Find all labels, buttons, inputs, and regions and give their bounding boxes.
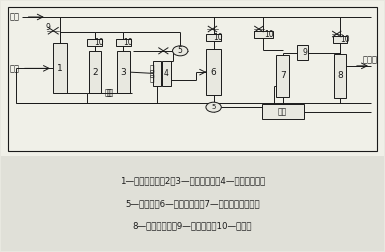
Text: 附: 附: [149, 74, 154, 83]
Bar: [87, 39, 102, 46]
Text: 9: 9: [45, 22, 50, 32]
Bar: [162, 61, 171, 86]
Text: 8: 8: [337, 71, 343, 80]
Circle shape: [172, 46, 188, 56]
Text: 水: 水: [107, 89, 111, 98]
Text: 4: 4: [164, 69, 169, 78]
Text: 1—氧化反应器；2、3—气液分离器；4—透平膨胀机；: 1—氧化反应器；2、3—气液分离器；4—透平膨胀机；: [120, 177, 265, 186]
Bar: [261, 104, 304, 119]
Text: 6: 6: [211, 68, 216, 77]
Text: 3: 3: [121, 68, 126, 77]
Text: 残液: 残液: [278, 107, 287, 116]
Text: 2: 2: [92, 68, 97, 77]
Bar: [254, 31, 273, 38]
Text: 5: 5: [177, 46, 182, 55]
Text: 大: 大: [149, 64, 154, 73]
Text: 苯甲酸: 苯甲酸: [363, 56, 378, 65]
Text: 5—压缩机；6—第一精馏塔；7—催化剂回收装置；: 5—压缩机；6—第一精馏塔；7—催化剂回收装置；: [125, 199, 260, 208]
Text: 10: 10: [123, 38, 133, 47]
Bar: [206, 49, 221, 95]
Bar: [153, 61, 161, 86]
Bar: [206, 34, 221, 41]
Text: 吸: 吸: [149, 69, 154, 78]
Bar: [8, 7, 377, 151]
Text: 10: 10: [264, 30, 274, 39]
Bar: [89, 51, 101, 93]
Bar: [116, 39, 131, 46]
Bar: [1, 1, 384, 156]
Text: 10: 10: [213, 33, 223, 42]
Bar: [1, 156, 384, 251]
Text: 5: 5: [211, 104, 215, 110]
Text: 空气: 空气: [9, 13, 19, 21]
Text: 甲苯: 甲苯: [104, 89, 114, 98]
Bar: [53, 43, 67, 93]
Bar: [117, 51, 130, 93]
Circle shape: [206, 102, 221, 112]
Text: 10: 10: [94, 38, 104, 47]
Text: 1: 1: [57, 64, 63, 73]
Bar: [334, 54, 346, 98]
Text: 甲苯: 甲苯: [9, 64, 19, 73]
Bar: [276, 55, 290, 97]
Text: 7: 7: [280, 71, 286, 80]
Text: 8—第二精馏塔；9—废热锅炉；10—冷凝器: 8—第二精馏塔；9—废热锅炉；10—冷凝器: [133, 222, 252, 231]
Text: 10: 10: [340, 35, 350, 44]
Text: 9: 9: [302, 48, 307, 57]
Bar: [298, 45, 308, 60]
Bar: [333, 36, 348, 43]
